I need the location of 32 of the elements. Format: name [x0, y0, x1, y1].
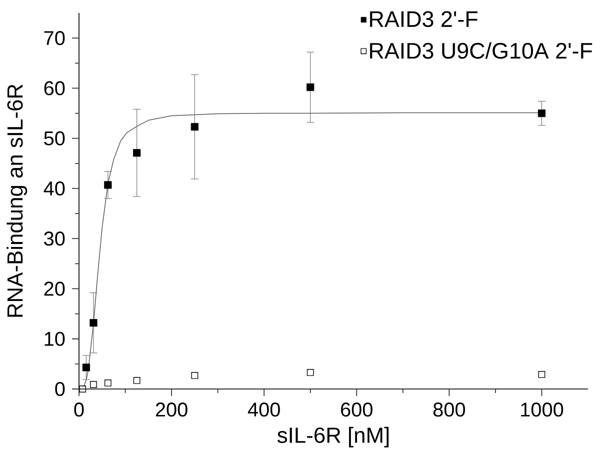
legend-label: RAID3 2'-F — [370, 11, 478, 28]
point — [104, 181, 112, 189]
point — [133, 149, 141, 157]
point — [538, 109, 546, 118]
y-tick-label: 0 — [55, 382, 65, 396]
y-tick-label: 20 — [44, 282, 65, 296]
legend-label: RAID3 U9C/G10A 2'-F — [370, 42, 592, 59]
point — [104, 380, 112, 386]
y-tick-label: 60 — [44, 81, 65, 96]
point — [90, 319, 98, 327]
point — [306, 83, 314, 91]
x-tick-label: 0 — [74, 402, 84, 417]
point — [306, 369, 314, 376]
point — [538, 371, 546, 378]
x-tick-label: 200 — [156, 402, 188, 417]
point — [82, 364, 90, 372]
point — [190, 123, 198, 131]
y-tick-label: 10 — [44, 332, 65, 346]
x-tick-label: 600 — [341, 402, 372, 417]
y-tick-label: 70 — [44, 31, 65, 46]
point — [191, 372, 198, 379]
point — [90, 381, 97, 388]
x-tick-label: 400 — [248, 402, 280, 417]
y-tick-label: 30 — [44, 232, 65, 246]
point — [79, 386, 86, 392]
y-tick-label: 50 — [44, 131, 65, 146]
y-tick-label: 40 — [44, 181, 65, 196]
x-axis-title: sIL-6R [nM] — [277, 426, 389, 448]
x-tick-label: 1000 — [521, 402, 564, 417]
point — [133, 377, 140, 384]
x-tick-label: 800 — [433, 402, 466, 417]
y-axis-title: RNA-Bindung an sIL-6R — [6, 84, 28, 317]
